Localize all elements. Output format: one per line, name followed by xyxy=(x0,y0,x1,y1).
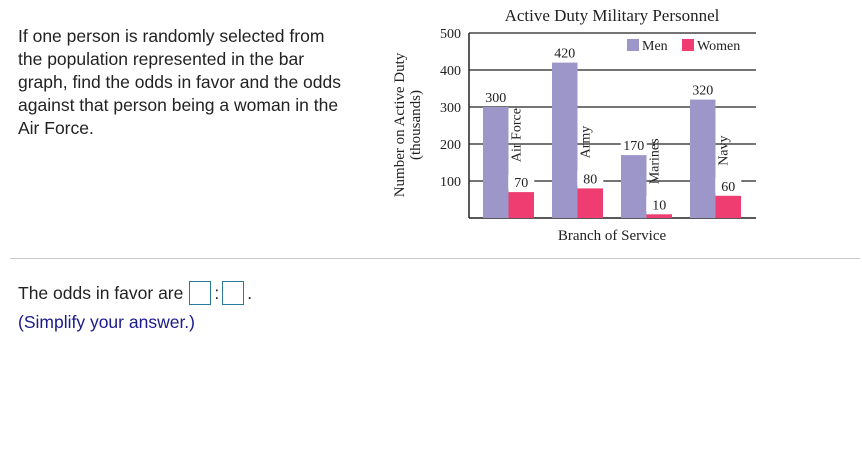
data-label: 420 xyxy=(554,47,575,62)
y-axis-label-units: (thousands) xyxy=(408,90,424,160)
data-label-bg xyxy=(620,137,647,153)
x-category-label: Army xyxy=(579,126,594,159)
legend-swatch-men xyxy=(627,39,639,51)
data-label-bg xyxy=(715,177,742,193)
simplify-hint: (Simplify your answer.) xyxy=(18,312,195,332)
data-label-bg xyxy=(577,170,604,186)
x-category-label: Air Force xyxy=(510,108,525,162)
legend-label-men: Men xyxy=(642,39,668,54)
odds-separator: : xyxy=(214,282,220,303)
bar-women xyxy=(508,192,534,218)
y-axis-label: Number on Active Duty xyxy=(392,52,408,197)
question-text: If one person is randomly selected from … xyxy=(18,26,342,138)
legend-swatch-women xyxy=(682,39,694,51)
bar-men xyxy=(483,107,509,218)
data-label: 80 xyxy=(583,172,597,187)
data-label: 300 xyxy=(485,91,506,106)
answer-suffix: . xyxy=(247,282,253,303)
x-category-label: Navy xyxy=(717,135,732,165)
bar-women xyxy=(577,188,603,218)
chart-title: Active Duty Military Personnel xyxy=(505,6,720,25)
x-category-label: Marines xyxy=(648,138,663,184)
data-label-bg xyxy=(508,174,535,190)
data-label-bg xyxy=(646,196,673,212)
answer-prefix: The odds in favor are xyxy=(18,282,184,303)
data-label: 170 xyxy=(623,139,644,154)
data-label: 320 xyxy=(692,84,713,99)
data-label: 10 xyxy=(652,198,666,213)
data-label-bg xyxy=(689,81,716,97)
y-tick-label: 100 xyxy=(440,175,461,190)
y-tick-label: 400 xyxy=(440,64,461,79)
x-axis-label: Branch of Service xyxy=(558,228,667,244)
data-label: 70 xyxy=(514,176,528,191)
bar-men xyxy=(621,155,647,218)
odds-numerator-input[interactable] xyxy=(189,281,212,305)
data-label: 60 xyxy=(721,180,735,195)
y-tick-label: 500 xyxy=(440,27,461,42)
bar-chart: 100 200 300 400 500 300 70 Air Force 420 80 Army 17… xyxy=(392,6,756,244)
bar-men xyxy=(690,99,716,218)
answer-row: The odds in favor are : . xyxy=(18,281,252,305)
y-tick-label: 300 xyxy=(440,101,461,116)
legend-label-women: Women xyxy=(697,39,740,54)
bar-men xyxy=(552,62,578,218)
data-label-bg xyxy=(482,89,509,104)
bar-women xyxy=(646,214,672,218)
odds-denominator-input[interactable] xyxy=(222,281,245,305)
bar-women xyxy=(715,195,741,218)
data-label-bg xyxy=(551,44,578,60)
y-tick-label: 200 xyxy=(440,138,461,153)
divider xyxy=(10,258,860,259)
